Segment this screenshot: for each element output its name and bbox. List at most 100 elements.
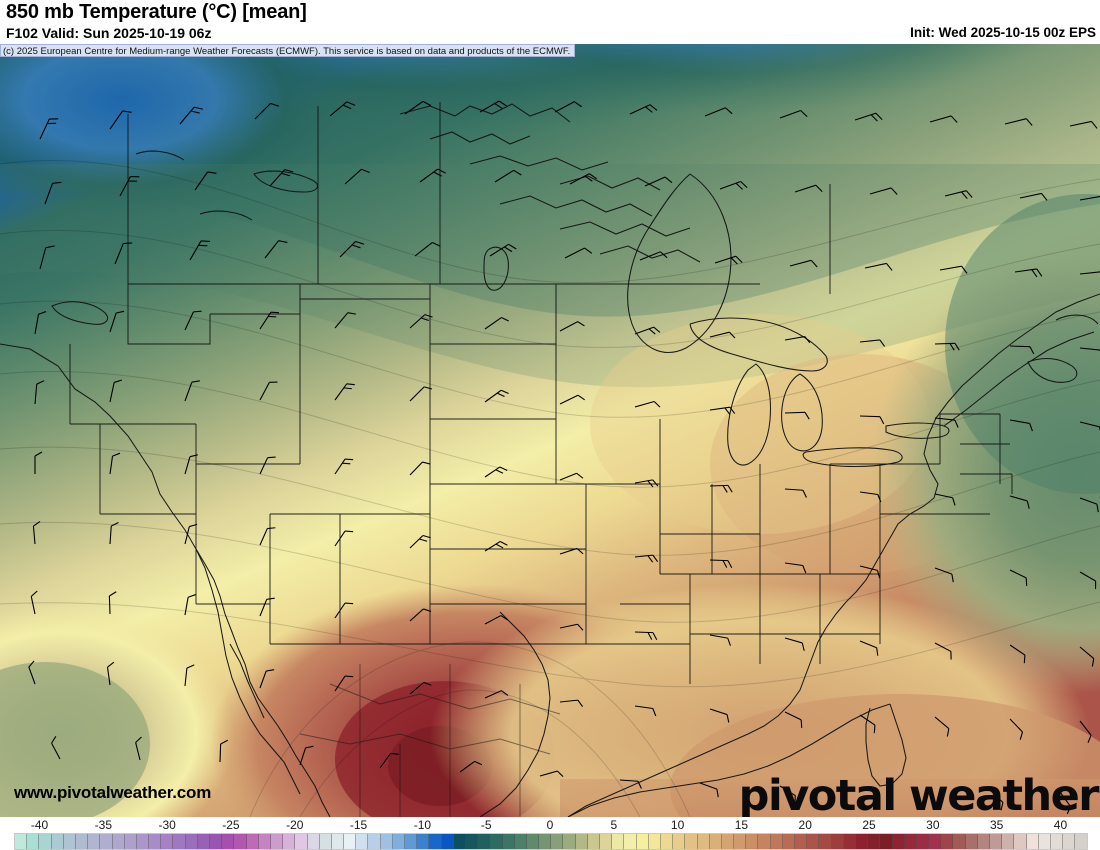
colorbar-cell	[1063, 834, 1076, 849]
colorbar-cell	[526, 834, 540, 849]
colorbar-cell	[136, 834, 150, 849]
colorbar-cell	[721, 834, 735, 849]
colorbar-tick: -20	[286, 818, 304, 832]
colorbar-cell	[417, 834, 430, 849]
atlantic-cool-core	[945, 194, 1100, 494]
colorbar-cell	[1002, 834, 1015, 849]
pacific-mild-core	[0, 662, 150, 817]
colorbar-cell	[27, 834, 40, 849]
colorbar-cell	[502, 834, 515, 849]
colorbar-tick: -15	[349, 818, 368, 832]
colorbar-cell	[746, 834, 759, 849]
colorbar-cell	[319, 834, 332, 849]
colorbar-cell	[1075, 834, 1087, 849]
colorbar-cell	[758, 834, 771, 849]
colorbar-tick: 30	[926, 818, 940, 832]
colorbar-cell	[770, 834, 783, 849]
colorbar-cell	[1050, 834, 1064, 849]
colorbar-cell	[185, 834, 198, 849]
colorbar-tick: -25	[222, 818, 240, 832]
colorbar-cell	[344, 834, 357, 849]
coastlines-and-borders	[0, 103, 1100, 817]
colorbar-cell	[307, 834, 320, 849]
colorbar-cell	[75, 834, 89, 849]
colorbar-cell	[600, 834, 613, 849]
great-lakes-mild	[590, 314, 930, 534]
colorbar-cell	[941, 834, 954, 849]
colorbar-cell	[210, 834, 223, 849]
cool-band-north-2	[0, 164, 1100, 388]
valid-time-label: F102 Valid: Sun 2025-10-19 06z	[6, 25, 212, 41]
colorbar-cell	[660, 834, 674, 849]
attribution-text: (c) 2025 European Centre for Medium-rang…	[0, 44, 575, 57]
colorbar-cell	[807, 834, 820, 849]
cold-lobe-pacific-nw	[0, 44, 350, 219]
state-borders	[69, 102, 1013, 817]
colorbar-cell	[904, 834, 917, 849]
colorbar-cell	[380, 834, 393, 849]
colorbar-cell	[63, 834, 76, 849]
colorbar-tick: -5	[480, 818, 492, 832]
init-time-label: Init: Wed 2025-10-15 00z EPS	[910, 25, 1096, 40]
cool-band-north	[0, 44, 1100, 317]
colorbar-cell	[441, 834, 454, 849]
colorbar-cell	[734, 834, 747, 849]
colorbar-cell	[795, 834, 808, 849]
site-url-watermark: www.pivotalweather.com	[14, 783, 212, 802]
colorbar-cell	[331, 834, 345, 849]
colorbar-cell	[612, 834, 625, 849]
colorbar-tick: -40	[30, 818, 49, 832]
colorbar-cell	[855, 834, 869, 849]
colorbar-cell	[88, 834, 101, 849]
colorbar-cell	[258, 834, 271, 849]
colorbar-tick: -35	[94, 818, 112, 832]
colorbar-cell	[977, 834, 990, 849]
brand-watermark: pivotal weather	[738, 771, 1100, 817]
colorbar-cell	[51, 834, 64, 849]
colorbar-cell	[124, 834, 137, 849]
wind-barbs	[28, 100, 1100, 815]
colorbar-cell	[575, 834, 588, 849]
colorbar-cell	[929, 834, 942, 849]
colorbar-cell	[246, 834, 259, 849]
colorbar-tick: -30	[158, 818, 176, 832]
colorbar-cell	[478, 834, 491, 849]
colorbar-tick: 0	[546, 818, 554, 832]
colorbar-tick: 15	[734, 818, 749, 832]
colorbar-cell	[916, 834, 930, 849]
colorbar-cell	[709, 834, 722, 849]
colorbar-cell	[234, 834, 247, 849]
colorbar-cell	[15, 834, 28, 849]
colorbar-cell	[965, 834, 978, 849]
colorbar-cell	[1014, 834, 1027, 849]
colorbar-tick: 40	[1053, 818, 1068, 832]
colorbar-cell	[1026, 834, 1039, 849]
colorbar-cell	[173, 834, 186, 849]
gulf-of-mexico-strip	[560, 779, 1100, 817]
colorbar-cell	[892, 834, 905, 849]
colorbar-cell	[587, 834, 600, 849]
colorbar-cell	[514, 834, 527, 849]
colorbar-tick-labels: -40 -35 -30 -25 -20 -15 -10 -5 0 5 10 15 20 25 30 35 40	[0, 817, 1100, 833]
colorbar-cell	[636, 834, 649, 849]
colorbar-cell	[149, 834, 162, 849]
colorbar-cell	[112, 834, 125, 849]
colorbar-cell	[270, 834, 284, 849]
colorbar-cell	[880, 834, 893, 849]
colorbar-cell	[1038, 834, 1051, 849]
header-bar: 850 mb Temperature (°C) [mean] F102 Vali…	[0, 0, 1100, 44]
colorbar-cell	[429, 834, 442, 849]
colorbar-tick: 10	[670, 818, 685, 832]
colorbar-cell	[295, 834, 308, 849]
colorbar-cell	[539, 834, 552, 849]
map-canvas[interactable]: www.pivotalweather.com pivotal weather	[0, 44, 1100, 817]
colorbar-cell	[551, 834, 564, 849]
colorbar: -40 -35 -30 -25 -20 -15 -10 -5 0 5 10 15 20 25 30 35 40	[0, 817, 1100, 850]
colorbar-cell	[953, 834, 966, 849]
colorbar-tick: 25	[862, 818, 876, 832]
colorbar-cell	[392, 834, 405, 849]
colorbar-tick: 20	[798, 818, 812, 832]
colorbar-cell	[831, 834, 844, 849]
colorbar-cell	[685, 834, 698, 849]
